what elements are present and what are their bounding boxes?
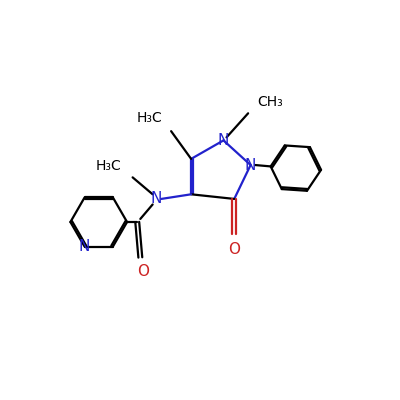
Text: N: N (218, 133, 229, 148)
Text: CH₃: CH₃ (257, 95, 283, 109)
Text: O: O (138, 264, 149, 279)
Text: H₃C: H₃C (136, 111, 162, 125)
Text: N: N (245, 158, 256, 172)
Text: O: O (228, 242, 240, 257)
Text: N: N (150, 192, 162, 206)
Text: N: N (79, 239, 90, 254)
Text: H₃C: H₃C (96, 159, 122, 173)
